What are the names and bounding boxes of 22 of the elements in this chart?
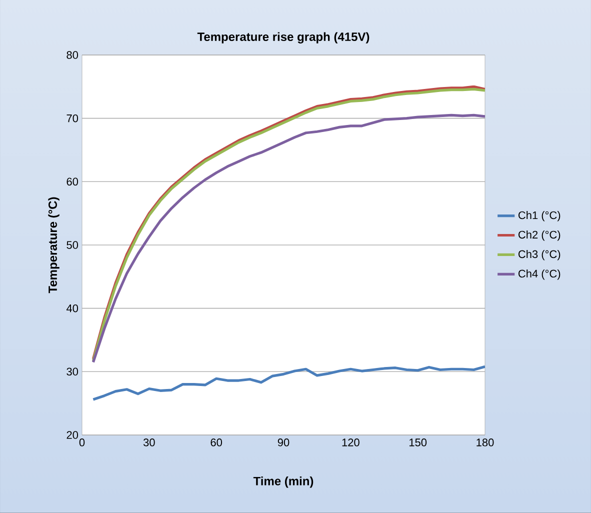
legend-label: Ch3 (°C): [518, 250, 560, 260]
y-tick-label: 30: [66, 368, 78, 376]
x-tick-label: 90: [278, 438, 290, 446]
legend-label: Ch1 (°C): [518, 211, 560, 222]
y-tick-label: 60: [66, 178, 78, 186]
x-tick-label: 0: [79, 438, 85, 446]
legend-label: Ch4 (°C): [518, 269, 560, 280]
chart-title: Temperature rise graph (415V): [197, 32, 370, 44]
y-tick-label: 20: [66, 431, 78, 439]
y-tick-label: 40: [66, 304, 78, 312]
y-tick-label: 50: [66, 241, 78, 249]
x-tick-label: 30: [143, 438, 155, 446]
x-tick-label: 150: [409, 438, 427, 446]
y-tick-label: 70: [66, 114, 78, 122]
x-tick-label: 60: [210, 438, 222, 446]
x-tick-label: 120: [342, 438, 360, 446]
y-axis-title: Temperature (°C): [48, 197, 60, 294]
line-series: [92, 365, 485, 401]
legend-label: Ch2 (°C): [518, 230, 560, 241]
x-tick-label: 180: [476, 438, 494, 446]
x-axis-title: Time (min): [253, 476, 314, 488]
y-tick-label: 80: [66, 51, 78, 59]
